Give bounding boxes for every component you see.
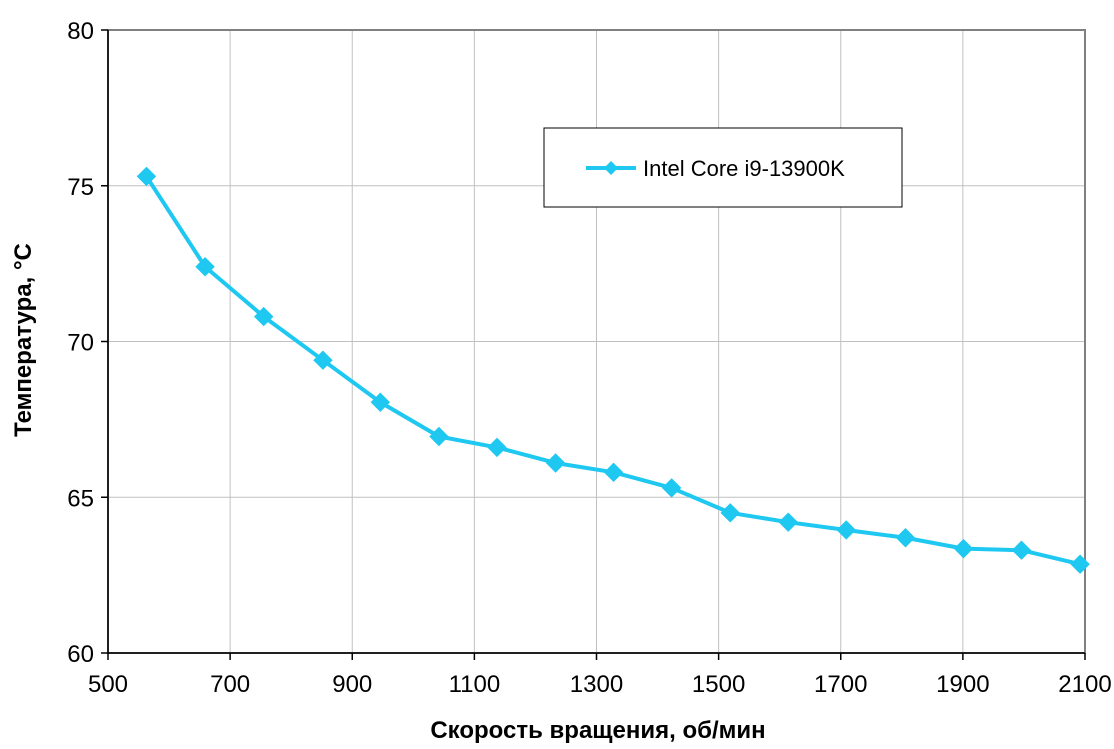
x-tick-label: 700: [210, 671, 250, 698]
data-point: [1011, 540, 1032, 560]
y-tick-label: 60: [67, 641, 94, 668]
data-point: [836, 520, 856, 540]
x-tick-label: 2100: [1058, 671, 1111, 698]
x-axis-ticks: 500 700 900 1100 1300 1500 1700 1900 2100: [88, 653, 1112, 698]
series-layer: [136, 166, 1090, 574]
data-point: [136, 166, 157, 187]
legend-series-marker: [604, 161, 618, 175]
x-tick-label: 1100: [449, 671, 501, 698]
x-tick-label: 1500: [692, 671, 745, 698]
data-point: [778, 512, 798, 532]
data-point: [603, 462, 624, 483]
data-point: [370, 392, 391, 412]
data-point: [487, 437, 507, 458]
series-line: [144, 175, 1081, 567]
y-tick-label: 65: [67, 485, 94, 512]
y-axis-title: Температура, °C: [10, 243, 37, 437]
data-point: [195, 257, 215, 277]
data-point: [661, 478, 682, 498]
x-tick-label: 1300: [570, 671, 623, 698]
data-point: [953, 538, 974, 559]
x-tick-label: 500: [88, 671, 128, 698]
data-point: [429, 426, 449, 447]
data-point: [720, 503, 740, 523]
y-tick-label: 70: [67, 330, 94, 357]
y-tick-label: 80: [67, 18, 94, 45]
x-tick-label: 1700: [814, 671, 867, 698]
data-point: [895, 528, 916, 548]
data-point: [1070, 554, 1090, 574]
x-tick-label: 900: [332, 671, 372, 698]
legend: Intel Core i9-13900K: [543, 127, 903, 208]
legend-label: Intel Core i9-13900K: [643, 156, 845, 181]
x-tick-label: 1900: [936, 671, 989, 698]
y-axis-ticks: 60 65 70 75 80: [67, 18, 108, 668]
data-point: [254, 306, 274, 327]
data-point: [545, 453, 566, 473]
data-point: [313, 350, 333, 370]
y-tick-label: 75: [67, 174, 94, 201]
x-axis-title: Скорость вращения, об/мин: [430, 717, 765, 744]
